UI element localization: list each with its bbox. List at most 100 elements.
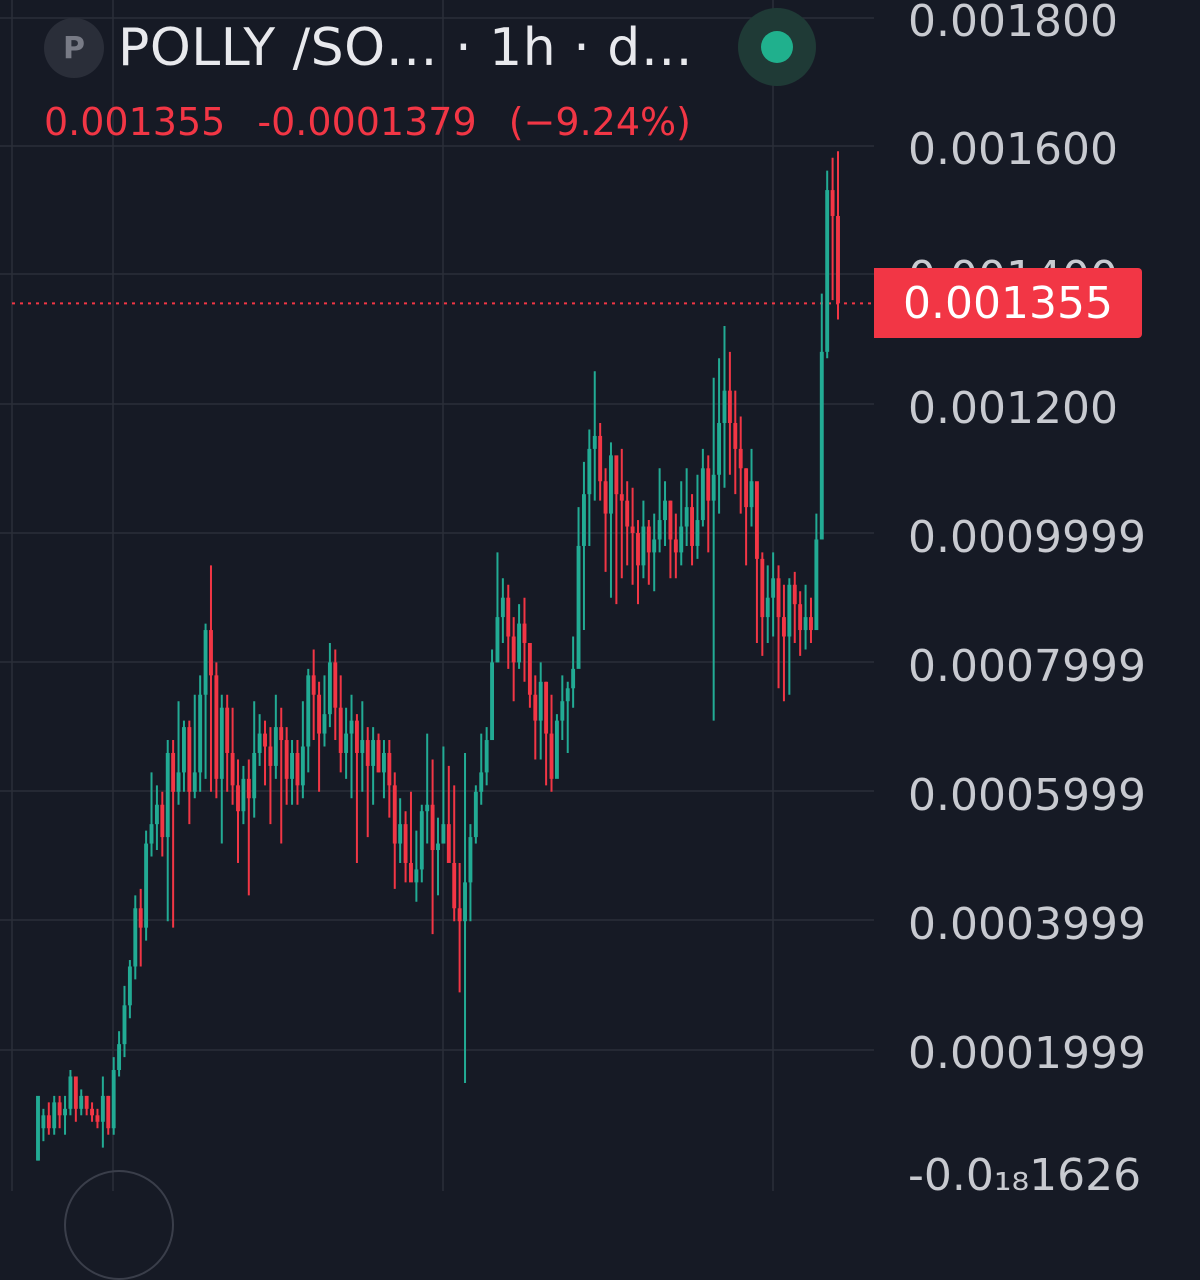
candle xyxy=(295,740,300,805)
candle-body xyxy=(317,694,322,734)
candle-body xyxy=(57,1102,62,1116)
candle xyxy=(771,552,776,637)
candle xyxy=(463,752,467,1083)
candle xyxy=(565,681,570,753)
candle-body xyxy=(333,662,338,708)
candle-body xyxy=(511,636,516,663)
candle xyxy=(544,681,549,786)
candle xyxy=(749,448,754,527)
price-change: -0.0001379 xyxy=(257,100,477,144)
candle xyxy=(484,727,489,786)
candle xyxy=(176,701,181,805)
candle xyxy=(111,1057,116,1135)
symbol-title[interactable]: POLLY /SO… · 1h · d… xyxy=(118,18,694,78)
candle xyxy=(798,591,803,656)
candle xyxy=(419,804,424,883)
candle xyxy=(354,714,359,863)
candle xyxy=(619,448,624,579)
candle-body xyxy=(603,481,608,514)
candle-body xyxy=(198,694,203,773)
candle-body xyxy=(479,772,484,792)
candle xyxy=(522,597,527,682)
axis-label: 0.001800 xyxy=(908,0,1118,47)
candle xyxy=(495,552,500,663)
candle-body xyxy=(41,1115,46,1129)
candle-body xyxy=(63,1108,67,1116)
candle-body xyxy=(754,481,759,559)
candle xyxy=(327,642,332,728)
candle xyxy=(192,694,197,799)
candle xyxy=(560,675,565,741)
scroll-handle[interactable] xyxy=(64,1170,174,1280)
candle-body xyxy=(717,423,722,475)
candle-body xyxy=(765,597,770,618)
candle-body xyxy=(403,824,408,863)
candle xyxy=(673,513,678,579)
candle-body xyxy=(344,733,349,753)
candle-body xyxy=(679,526,684,553)
candle-body xyxy=(706,468,711,501)
candle xyxy=(246,759,251,896)
candle-body xyxy=(814,539,819,631)
candle-body xyxy=(700,468,705,521)
candle xyxy=(333,649,338,741)
candle xyxy=(787,578,792,695)
candle-body xyxy=(630,526,635,533)
candle xyxy=(268,727,273,825)
candle-body xyxy=(592,435,597,449)
candle-body xyxy=(554,720,559,779)
candle xyxy=(554,714,559,779)
candle xyxy=(371,727,376,805)
candle-body xyxy=(446,824,451,863)
candle xyxy=(695,474,700,559)
candle-body xyxy=(219,707,224,779)
candle-body xyxy=(517,623,522,663)
candle-body xyxy=(527,642,532,695)
candle xyxy=(63,1095,67,1135)
candle-body xyxy=(68,1076,73,1109)
candle-body xyxy=(598,435,603,482)
candle xyxy=(517,604,522,669)
symbol-logo[interactable]: P xyxy=(44,18,104,78)
candle-body xyxy=(441,824,446,844)
candle xyxy=(209,565,213,792)
candle-body xyxy=(587,448,592,495)
candle-body xyxy=(436,843,440,851)
candle xyxy=(187,720,192,825)
candle xyxy=(479,733,484,805)
candle-body xyxy=(90,1108,94,1116)
candle-body xyxy=(279,727,284,741)
candle xyxy=(290,740,294,805)
candle xyxy=(663,481,667,546)
axis-label: 0.001200 xyxy=(908,383,1118,434)
candle xyxy=(36,1095,40,1161)
candlestick-chart[interactable] xyxy=(0,0,1200,1191)
candle xyxy=(684,468,689,546)
candle-body xyxy=(744,468,749,508)
candle-body xyxy=(571,668,576,689)
candle xyxy=(90,1102,94,1122)
market-status-indicator[interactable] xyxy=(738,8,816,86)
candle xyxy=(533,675,538,760)
candle-body xyxy=(625,500,630,527)
candle-body xyxy=(506,597,511,637)
candle xyxy=(165,740,170,922)
candle-body xyxy=(522,623,527,643)
candle-body xyxy=(803,617,808,631)
candle-body xyxy=(398,824,403,844)
candle-body xyxy=(300,746,305,786)
candle-body xyxy=(214,675,219,779)
candle-body xyxy=(495,617,500,663)
candle-body xyxy=(284,740,289,779)
candle xyxy=(630,487,635,585)
candle xyxy=(100,1076,105,1148)
candle-body xyxy=(138,908,143,928)
candle xyxy=(430,759,435,935)
candle-body xyxy=(73,1076,78,1109)
candle xyxy=(403,811,408,883)
candle-body xyxy=(473,791,478,838)
candle-body xyxy=(819,351,824,540)
candle xyxy=(284,727,289,805)
candle-body xyxy=(727,390,732,424)
candle xyxy=(279,707,284,844)
